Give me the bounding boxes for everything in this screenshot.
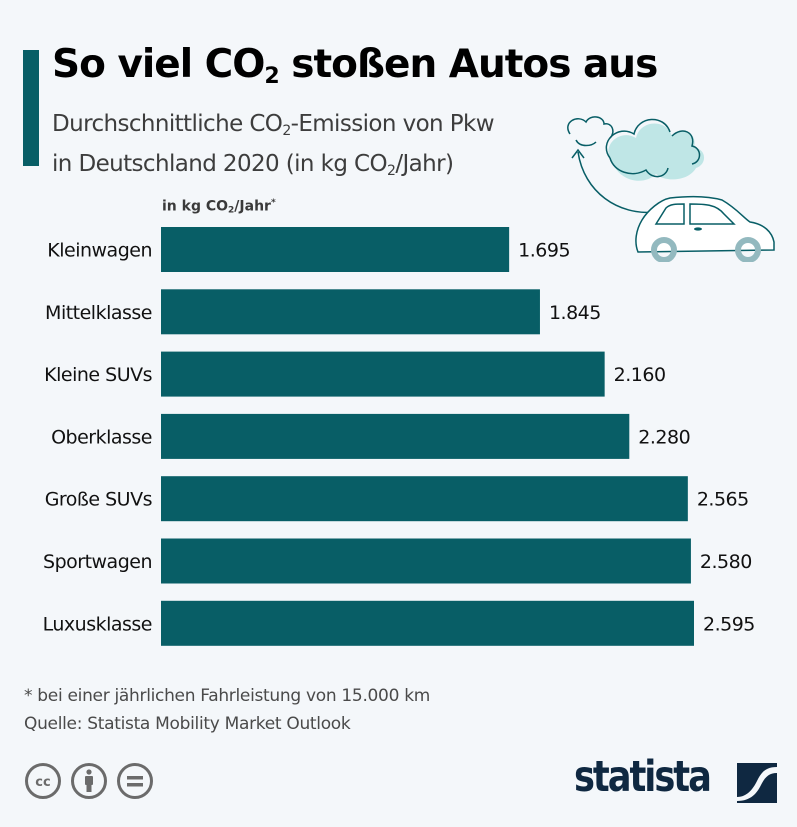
- car-icon: [635, 195, 775, 262]
- value-label: 2.280: [638, 426, 690, 448]
- category-label: Sportwagen: [43, 551, 152, 573]
- bar: [161, 600, 694, 646]
- cc-icon[interactable]: cc: [24, 762, 62, 800]
- subtitle-line-2: in Deutschland 2020 (in kg CO2/Jahr): [52, 151, 454, 179]
- bar: [161, 351, 605, 397]
- subtitle-line-1: Durchschnittliche CO2-Emission von Pkw: [52, 111, 495, 139]
- bar: [161, 289, 540, 335]
- attribution-icon[interactable]: [70, 762, 108, 800]
- value-label: 2.580: [700, 551, 752, 573]
- statista-logo-mark-icon: [737, 763, 777, 803]
- statista-logo[interactable]: statista: [574, 752, 777, 803]
- value-label: 1.845: [549, 302, 601, 324]
- bar: [161, 476, 688, 522]
- cloud-small-icon: [567, 116, 614, 147]
- category-label: Kleinwagen: [47, 240, 152, 262]
- value-label: 2.160: [614, 364, 666, 386]
- car-rear-wheel-icon: [651, 237, 677, 262]
- bar-chart: Kleinwagen 1.695 Mittelklasse 1.845 Kleine S…: [43, 227, 755, 646]
- footnotes: * bei einer jährlichen Fahrleistung von …: [24, 682, 430, 738]
- license-icons: cc: [24, 762, 154, 800]
- no-derivatives-icon[interactable]: [116, 762, 154, 800]
- bar: [161, 227, 510, 272]
- footnote-text: * bei einer jährlichen Fahrleistung von …: [24, 686, 431, 706]
- category-label: Kleine SUVs: [44, 364, 152, 386]
- exhaust-arrow-icon: [571, 148, 657, 214]
- page-title: So viel CO2 stoßen Autos aus: [52, 42, 658, 89]
- car-emission-illustration: [567, 116, 775, 262]
- car-front-wheel-icon: [735, 237, 761, 262]
- title-accent-bar: [23, 50, 39, 166]
- category-label: Luxusklasse: [43, 613, 152, 635]
- category-label: Oberklasse: [51, 426, 152, 448]
- value-label: 1.695: [518, 240, 570, 262]
- bar: [161, 538, 691, 584]
- value-label: 2.565: [697, 489, 749, 511]
- value-label: 2.595: [703, 613, 755, 635]
- category-label: Große SUVs: [45, 489, 152, 511]
- category-label: Mittelklasse: [45, 302, 152, 324]
- source-text: Quelle: Statista Mobility Market Outlook: [24, 714, 351, 734]
- axis-unit-label: in kg CO2/Jahr*: [162, 198, 276, 216]
- cloud-large-icon: [605, 118, 705, 181]
- logo-text: statista: [574, 752, 712, 802]
- subtitle: Durchschnittliche CO2-Emission von Pkw i…: [52, 108, 495, 188]
- svg-text:cc: cc: [35, 775, 50, 790]
- bar: [161, 413, 630, 459]
